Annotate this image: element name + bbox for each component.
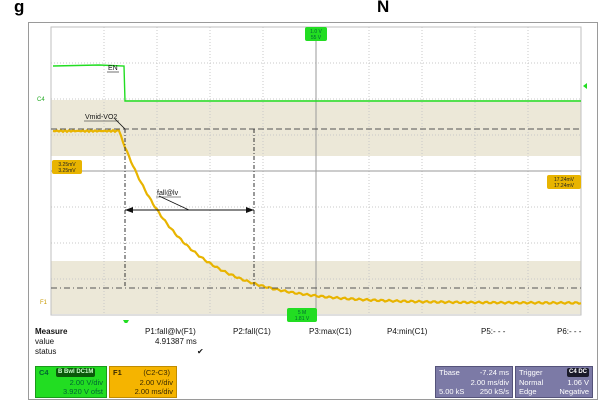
measure-col-p2[interactable]: P2:fall(C1) [233,327,271,336]
cursor-readout-left-a: 3.25mV [58,162,76,168]
bottom-marker-a: 5 M [298,310,306,316]
ch4-right-marker-icon [583,83,587,89]
f1-box-name: F1 [113,368,122,377]
ch4-trace [52,64,581,102]
oscilloscope-display: EN Vmid-VO2 fall@lv C4 F1 1.0 V 55 V 3.2… [28,22,598,400]
cursor-readout-right-b: 17.24mV [554,183,575,189]
measure-col-p5[interactable]: P5:- - - [481,327,506,336]
measure-header-label: Measure [35,327,68,336]
trigger-type: Edge [519,387,537,396]
f1-trace [52,128,582,305]
cursor-readout-right[interactable] [547,175,581,189]
cursor-readout-right-a: 17.24mV [554,177,575,183]
ch4-descriptor-box[interactable]: C4 B Bwl DC1M 2.00 V/div 3.920 V ofst [35,366,107,398]
fall-label: fall@lv [157,190,179,197]
timebase-box[interactable]: Tbase -7.24 ms 2.00 ms/div 5.00 kS 250 k… [435,366,513,398]
bottom-marker-b: 1.81 V [295,316,310,322]
trigger-level: 1.06 V [567,378,589,387]
f1-box-tdiv: 2.00 ms/div [134,387,173,396]
heading-fragment-left: g [14,0,25,16]
f1-descriptor-box[interactable]: F1 (C2-C3) 2.00 V/div 2.00 ms/div [109,366,177,398]
trigger-position-icon [123,320,129,323]
measure-p1-value: 4.91387 ms [155,337,197,346]
timebase-rate: 250 kS/s [479,387,509,396]
cursor-readout-left[interactable] [52,160,82,174]
arrowhead-right-icon [246,207,254,213]
checkmark-icon: ✔ [197,347,204,356]
measure-col-p4[interactable]: P4:min(C1) [387,327,428,336]
trigger-mode: Normal [519,378,544,387]
en-label: EN [108,65,118,72]
vmid-label-leader [114,118,126,130]
page-heading: g N [0,0,613,20]
f1-box-expr: (C2-C3) [143,368,170,377]
measure-status-label: status [35,347,57,356]
measure-table: Measure P1:fall@lv(F1) P2:fall(C1) P3:ma… [35,327,591,369]
timebase-label: Tbase [439,368,460,377]
trigger-marker-top-text-2: 55 V [311,35,322,41]
ch4-box-offset: 3.920 V ofst [62,387,103,396]
timebase-offset: -7.24 ms [479,368,509,377]
trigger-box[interactable]: Trigger C4 DC Normal 1.06 V Edge Negativ… [515,366,593,398]
measure-col-p3[interactable]: P3:max(C1) [309,327,352,336]
measure-col-p6[interactable]: P6:- - - [557,327,582,336]
heading-fragment-mid: N [377,0,390,16]
vmid-label: Vmid-VO2 [85,114,117,121]
ch4-box-badges: B Bwl DC1M [56,368,96,377]
cursor-readout-left-b: 3.25mV [58,168,76,174]
f1-box-vdiv: 2.00 V/div [139,378,173,387]
ch4-marker[interactable]: C4 [37,97,45,103]
timebase-samples: 5.00 kS [439,387,465,396]
waveform-area[interactable]: EN Vmid-VO2 fall@lv C4 F1 1.0 V 55 V 3.2… [29,23,597,323]
trigger-slope: Negative [559,387,589,396]
ch4-box-name: C4 [39,368,49,377]
measure-value-label: value [35,337,55,346]
trigger-label: Trigger [519,368,543,377]
bottom-marker[interactable] [287,308,317,322]
arrowhead-left-icon [125,207,133,213]
f1-marker[interactable]: F1 [40,300,48,306]
ch4-box-vdiv: 2.00 V/div [69,378,103,387]
trigger-source-badge: C4 DC [566,368,589,377]
trigger-marker-top[interactable] [305,27,327,41]
fall-label-leader [158,195,190,211]
trigger-marker-top-text: 1.0 V [310,29,322,35]
measure-col-p1[interactable]: P1:fall@lv(F1) [145,327,196,336]
timebase-tdiv: 2.00 ms/div [470,378,509,387]
